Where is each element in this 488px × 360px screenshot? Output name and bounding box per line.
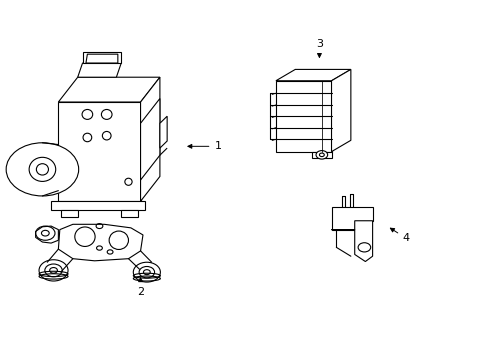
Polygon shape (160, 116, 167, 148)
Polygon shape (140, 77, 160, 201)
Polygon shape (78, 63, 121, 77)
Text: 3: 3 (315, 39, 322, 57)
Polygon shape (58, 77, 160, 102)
Polygon shape (331, 221, 372, 261)
Polygon shape (331, 69, 350, 152)
Circle shape (357, 243, 370, 252)
Polygon shape (275, 81, 331, 152)
Text: 1: 1 (187, 141, 221, 151)
Circle shape (6, 143, 79, 196)
Polygon shape (82, 53, 121, 63)
Polygon shape (160, 148, 167, 155)
Polygon shape (140, 99, 160, 180)
Circle shape (133, 262, 160, 282)
Polygon shape (275, 69, 350, 81)
Polygon shape (311, 152, 331, 158)
Polygon shape (58, 102, 140, 201)
Circle shape (315, 150, 327, 159)
Text: 2: 2 (137, 278, 144, 297)
Polygon shape (58, 224, 142, 261)
Polygon shape (36, 226, 58, 243)
Polygon shape (51, 201, 145, 210)
Circle shape (39, 260, 68, 281)
Polygon shape (331, 207, 372, 230)
Polygon shape (121, 210, 138, 217)
Polygon shape (86, 54, 118, 63)
Polygon shape (61, 210, 78, 217)
Text: 4: 4 (389, 228, 409, 243)
